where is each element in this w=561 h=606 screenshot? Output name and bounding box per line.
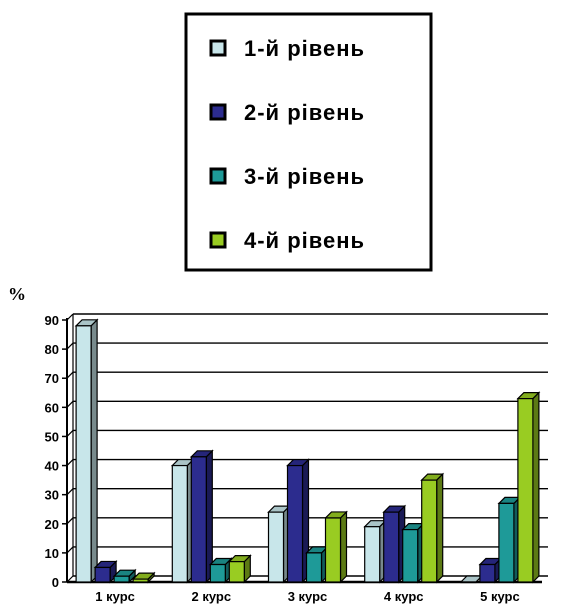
y-tick-label: 80 — [45, 342, 59, 357]
bar — [267, 504, 291, 584]
bar — [382, 504, 407, 584]
legend-swatch — [209, 231, 227, 249]
bar — [189, 449, 214, 584]
x-axis-ticks: 1 курс 2 курс 3 курс 4 курс 5 курс — [95, 589, 519, 604]
legend-swatch — [209, 103, 227, 121]
bar — [170, 458, 195, 584]
bar — [401, 522, 426, 584]
bar — [516, 391, 541, 584]
bar — [112, 568, 137, 584]
y-tick-label: 20 — [45, 517, 59, 532]
legend-label: 2-й рівень — [244, 100, 365, 125]
bars — [74, 318, 541, 584]
y-tick-label: 90 — [45, 313, 59, 328]
bar — [93, 559, 118, 584]
x-tick-label: 5 курс — [480, 589, 520, 604]
x-tick-label: 4 курс — [384, 589, 424, 604]
x-tick-label: 1 курс — [95, 589, 135, 604]
legend-label: 1-й рівень — [244, 36, 365, 61]
bar — [497, 495, 522, 584]
x-tick-label: 2 курс — [192, 589, 232, 604]
bar — [363, 519, 388, 584]
y-tick-label: 30 — [45, 488, 59, 503]
y-axis-label: % — [8, 284, 26, 304]
y-tick-label: 50 — [45, 429, 59, 444]
bar — [478, 557, 503, 584]
bar — [305, 545, 329, 584]
bar — [324, 510, 348, 584]
bar — [131, 571, 156, 584]
y-tick-label: 40 — [45, 459, 59, 474]
y-tick-label: 70 — [45, 371, 59, 386]
bar — [227, 554, 252, 584]
legend-label: 4-й рівень — [244, 228, 365, 253]
legend: 1-й рівень 2-й рівень 3-й рівень 4-й рівень — [184, 12, 433, 272]
legend-swatch — [209, 39, 227, 57]
legend-box — [184, 12, 433, 272]
legend-label: 3-й рівень — [244, 164, 365, 189]
y-tick-label: 10 — [45, 546, 59, 561]
y-tick-label: 60 — [45, 400, 59, 415]
legend-swatch — [209, 167, 227, 185]
bar — [74, 318, 99, 584]
bar — [420, 472, 445, 584]
y-tick-label: 0 — [52, 575, 59, 590]
y-axis-ticks: 0 10 20 30 40 50 60 70 80 90 — [45, 313, 59, 590]
bar — [286, 458, 310, 584]
x-tick-label: 3 курс — [288, 589, 328, 604]
